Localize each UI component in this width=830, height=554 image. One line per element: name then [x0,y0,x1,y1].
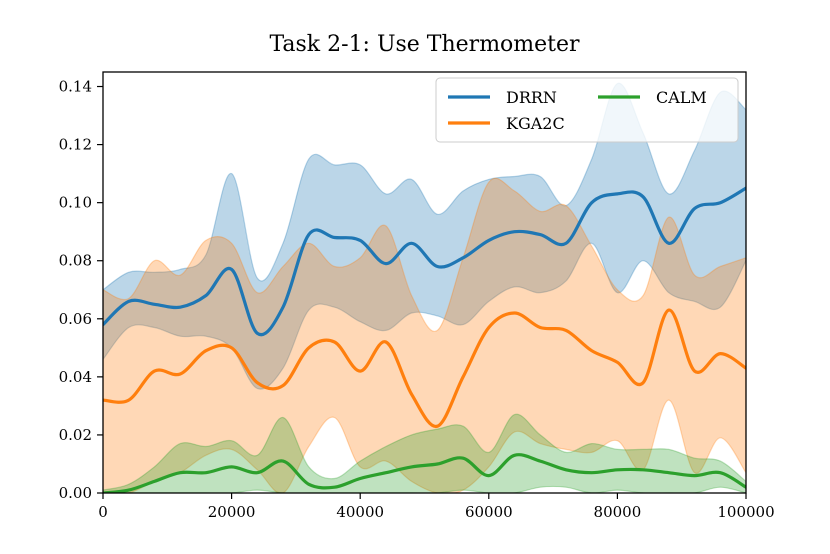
x-tick-label: 100000 [717,503,774,521]
y-tick-label: 0.08 [59,252,92,270]
legend-label-calm: CALM [656,88,707,107]
series-lines [103,186,746,493]
x-tick-label: 40000 [336,503,384,521]
legend-box [435,77,739,143]
y-tick-label: 0.12 [59,136,92,154]
y-tick-label: 0.04 [59,368,92,386]
calm-mean-line [103,453,746,493]
confidence-bands [103,82,746,493]
kga2c-mean-line [103,308,746,428]
x-tick-label: 80000 [594,503,642,521]
y-tick-label: 0.10 [59,194,92,212]
kga2c-confidence-band [103,177,746,493]
legend-label-drrn: DRRN [506,88,557,107]
y-tick-label: 0.06 [59,310,92,328]
x-tick-label: 60000 [465,503,513,521]
y-tick-label: 0.02 [59,426,92,444]
y-tick-label: 0.00 [59,484,92,502]
legend-label-kga2c: KGA2C [506,114,565,133]
axes: 0 20000 40000 60000 80000 100000 0.00 0.02 0.04 0… [59,71,775,521]
x-tick-label: 20000 [208,503,256,521]
y-tick-label: 0.14 [59,78,92,96]
chart-title: Task 2-1: Use Thermometer [269,32,580,57]
legend: DRRN KGA2C CALM [435,77,739,143]
plot-frame [102,71,747,494]
x-tick-label: 0 [98,503,108,521]
drrn-mean-line [103,186,746,337]
